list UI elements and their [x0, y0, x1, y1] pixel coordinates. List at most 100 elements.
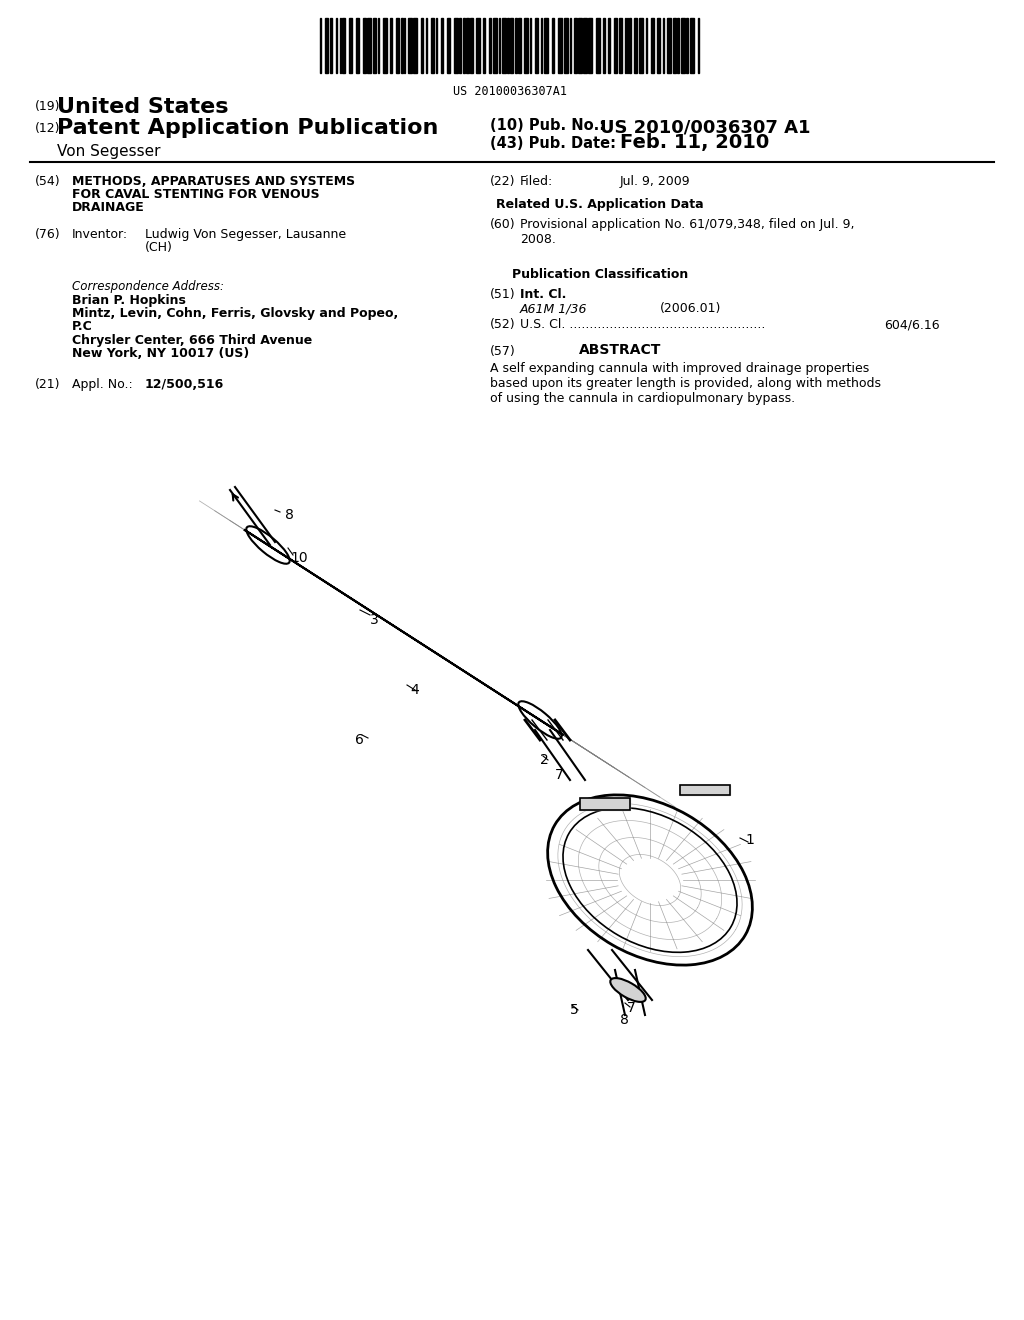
Text: U.S. Cl. .................................................: U.S. Cl. ...............................…	[520, 318, 765, 331]
Bar	[677, 18, 679, 73]
Text: Mintz, Levin, Cohn, Ferris, Glovsky and Popeo,: Mintz, Levin, Cohn, Ferris, Glovsky and …	[72, 308, 398, 319]
Bar	[421, 18, 423, 73]
Text: (52): (52)	[490, 318, 516, 331]
Bar	[383, 18, 387, 73]
Bar	[431, 18, 434, 73]
Bar	[342, 18, 345, 73]
Text: (19): (19)	[35, 100, 60, 114]
Text: 6: 6	[355, 733, 364, 747]
Bar	[367, 18, 371, 73]
Text: US 2010/0036307 A1: US 2010/0036307 A1	[600, 117, 811, 136]
Bar	[413, 18, 417, 73]
Text: 3: 3	[370, 612, 379, 627]
Text: Publication Classification: Publication Classification	[512, 268, 688, 281]
Bar	[614, 18, 617, 73]
Text: 5: 5	[570, 1003, 579, 1016]
Text: (43) Pub. Date:: (43) Pub. Date:	[490, 136, 616, 150]
Bar	[325, 18, 328, 73]
Text: A self expanding cannula with improved drainage properties
based upon its greate: A self expanding cannula with improved d…	[490, 362, 881, 405]
Bar	[680, 785, 730, 795]
Bar	[373, 18, 376, 73]
Bar	[459, 18, 461, 73]
Bar	[651, 18, 654, 73]
Text: (CH): (CH)	[145, 242, 173, 253]
Text: Related U.S. Application Data: Related U.S. Application Data	[497, 198, 703, 211]
Bar	[401, 18, 403, 73]
Bar	[476, 18, 480, 73]
Bar	[686, 18, 688, 73]
Text: Jul. 9, 2009: Jul. 9, 2009	[620, 176, 690, 187]
Text: (21): (21)	[35, 378, 60, 391]
Text: Brian P. Hopkins: Brian P. Hopkins	[72, 294, 186, 308]
Bar	[564, 18, 568, 73]
Text: New York, NY 10017 (US): New York, NY 10017 (US)	[72, 347, 249, 360]
Text: Filed:: Filed:	[520, 176, 553, 187]
Text: (57): (57)	[490, 345, 516, 358]
Text: DRAINAGE: DRAINAGE	[72, 201, 144, 214]
Ellipse shape	[610, 978, 646, 1002]
Text: Feb. 11, 2010: Feb. 11, 2010	[620, 133, 769, 152]
Bar	[362, 18, 366, 73]
Bar	[470, 18, 473, 73]
Bar	[583, 18, 587, 73]
Text: Patent Application Publication: Patent Application Publication	[57, 117, 438, 139]
Text: 7: 7	[627, 1001, 636, 1015]
Text: METHODS, APPARATUSES AND SYSTEMS: METHODS, APPARATUSES AND SYSTEMS	[72, 176, 355, 187]
Bar	[580, 799, 630, 810]
Bar	[634, 18, 637, 73]
Bar	[515, 18, 517, 73]
Text: 2: 2	[540, 752, 549, 767]
Bar	[390, 18, 392, 73]
Bar	[603, 18, 605, 73]
Text: (76): (76)	[35, 228, 60, 242]
Text: (22): (22)	[490, 176, 515, 187]
Text: 4: 4	[410, 682, 419, 697]
Bar	[518, 18, 521, 73]
Bar	[618, 18, 622, 73]
Text: 7: 7	[555, 768, 564, 781]
Bar	[639, 18, 643, 73]
Bar	[690, 18, 694, 73]
Text: Correspondence Address:: Correspondence Address:	[72, 280, 224, 293]
Text: Ludwig Von Segesser, Lausanne: Ludwig Von Segesser, Lausanne	[145, 228, 346, 242]
Text: Inventor:: Inventor:	[72, 228, 128, 242]
Bar	[454, 18, 458, 73]
Text: 1: 1	[745, 833, 754, 847]
Text: 12/500,516: 12/500,516	[145, 378, 224, 391]
Bar	[580, 799, 630, 810]
Bar	[483, 18, 485, 73]
Bar	[544, 18, 548, 73]
Text: Int. Cl.: Int. Cl.	[520, 288, 566, 301]
Text: (51): (51)	[490, 288, 516, 301]
Bar	[657, 18, 660, 73]
Text: 10: 10	[290, 550, 307, 565]
Bar	[552, 18, 554, 73]
Bar	[447, 18, 450, 73]
Bar	[588, 18, 592, 73]
Text: (2006.01): (2006.01)	[660, 302, 721, 315]
Text: (10) Pub. No.:: (10) Pub. No.:	[490, 117, 605, 133]
Bar	[349, 18, 352, 73]
Bar	[574, 18, 577, 73]
Text: (12): (12)	[35, 121, 60, 135]
Bar	[396, 18, 399, 73]
Bar	[510, 18, 513, 73]
Text: United States: United States	[57, 96, 228, 117]
Bar	[680, 785, 730, 795]
Text: FOR CAVAL STENTING FOR VENOUS: FOR CAVAL STENTING FOR VENOUS	[72, 187, 319, 201]
Bar	[463, 18, 465, 73]
Bar	[558, 18, 562, 73]
Text: (60): (60)	[490, 218, 516, 231]
Text: Appl. No.:: Appl. No.:	[72, 378, 133, 391]
Text: US 20100036307A1: US 20100036307A1	[453, 84, 567, 98]
Text: 8: 8	[620, 1012, 629, 1027]
Bar	[493, 18, 497, 73]
Text: Chrysler Center, 666 Third Avenue: Chrysler Center, 666 Third Avenue	[72, 334, 312, 347]
Bar	[330, 18, 332, 73]
Text: 8: 8	[285, 508, 294, 521]
Bar	[681, 18, 685, 73]
Bar	[535, 18, 538, 73]
Text: 604/6.16: 604/6.16	[885, 318, 940, 331]
Text: (54): (54)	[35, 176, 60, 187]
Bar	[502, 18, 506, 73]
